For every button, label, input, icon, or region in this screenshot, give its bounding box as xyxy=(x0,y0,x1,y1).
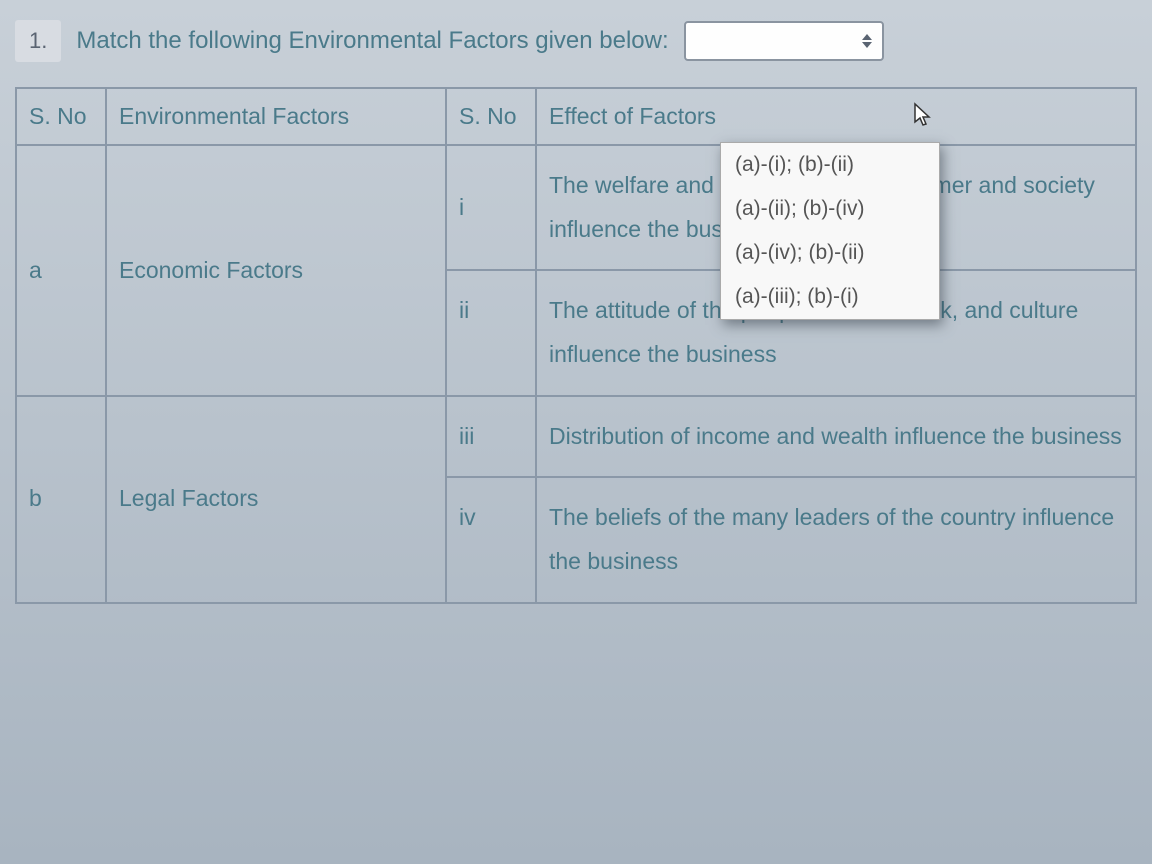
header-effect: Effect of Factors xyxy=(536,88,1136,145)
table-row: b Legal Factors iii Distribution of inco… xyxy=(16,396,1136,478)
cell-left-factor: Economic Factors xyxy=(106,145,446,396)
cell-sub-sno: iv xyxy=(446,477,536,602)
dropdown-options-list: (a)-(i); (b)-(ii) (a)-(ii); (b)-(iv) (a)… xyxy=(720,142,940,320)
dropdown-option[interactable]: (a)-(iv); (b)-(ii) xyxy=(721,231,939,275)
dropdown-spinner-icon xyxy=(862,34,872,48)
table-row: a Economic Factors i The welfare and int… xyxy=(16,145,1136,270)
question-row: 1. Match the following Environmental Fac… xyxy=(15,20,1137,62)
cell-left-sno: b xyxy=(16,396,106,603)
table-header-row: S. No Environmental Factors S. No Effect… xyxy=(16,88,1136,145)
header-sno-right: S. No xyxy=(446,88,536,145)
cell-left-sno: a xyxy=(16,145,106,396)
cursor-icon xyxy=(913,102,933,133)
header-env-factors: Environmental Factors xyxy=(106,88,446,145)
cell-sub-sno: iii xyxy=(446,396,536,478)
question-number: 1. xyxy=(15,20,61,62)
cell-sub-text: Distribution of income and wealth influe… xyxy=(536,396,1136,478)
dropdown-option[interactable]: (a)-(iii); (b)-(i) xyxy=(721,275,939,319)
dropdown-option[interactable]: (a)-(i); (b)-(ii) xyxy=(721,143,939,187)
cell-sub-sno: i xyxy=(446,145,536,270)
cell-sub-sno: ii xyxy=(446,270,536,395)
answer-dropdown[interactable] xyxy=(684,21,884,61)
cell-left-factor: Legal Factors xyxy=(106,396,446,603)
cell-sub-text: The beliefs of the many leaders of the c… xyxy=(536,477,1136,602)
match-table: S. No Environmental Factors S. No Effect… xyxy=(15,87,1137,604)
question-text: Match the following Environmental Factor… xyxy=(76,27,668,55)
header-sno-left: S. No xyxy=(16,88,106,145)
dropdown-option[interactable]: (a)-(ii); (b)-(iv) xyxy=(721,187,939,231)
